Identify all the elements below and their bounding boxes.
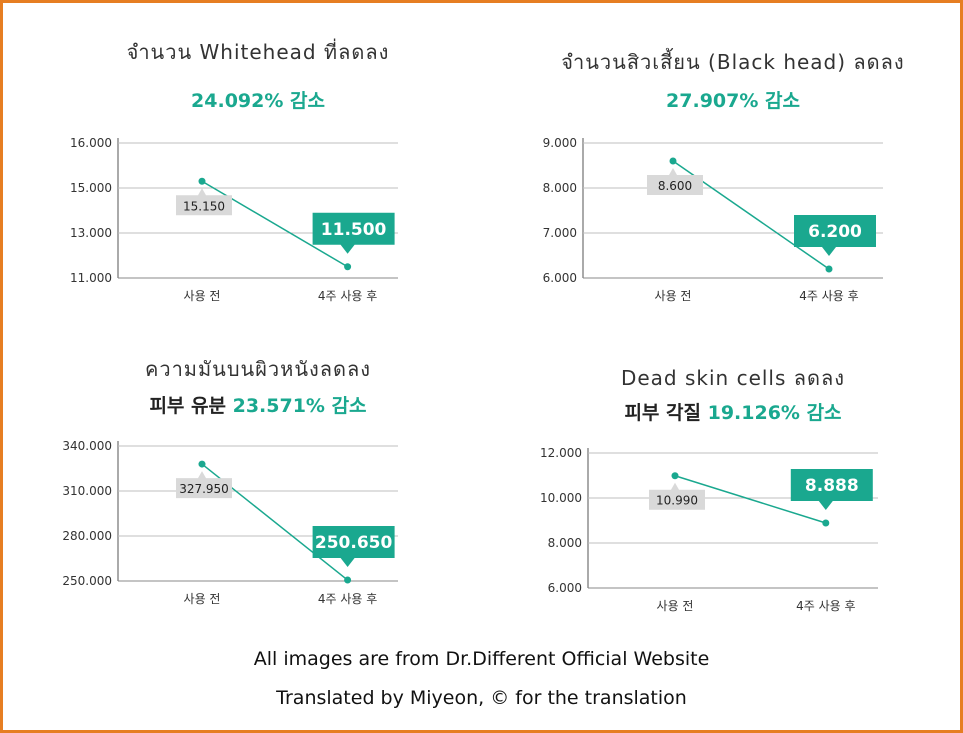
line-chart: 16.000 15.000 13.000 11.000 사용 전 4주 사용 후 15.15… bbox=[70, 136, 398, 303]
x-tick-label: 사용 전 bbox=[657, 599, 694, 613]
y-tick-label: 310.000 bbox=[62, 484, 112, 498]
y-tick-label: 12.000 bbox=[540, 446, 582, 460]
data-point bbox=[822, 519, 830, 527]
chart-panel-whitehead: จำนวน Whitehead ที่ลดลง 24.092% 감소 16.00… bbox=[58, 28, 458, 328]
x-tick-label: 4주 사용 후 bbox=[799, 289, 858, 303]
x-tick-label: 사용 전 bbox=[184, 289, 221, 303]
y-tick-label: 10.000 bbox=[540, 491, 582, 505]
data-label: 8.600 bbox=[658, 179, 692, 193]
data-label: 8.888 bbox=[805, 476, 859, 496]
data-point bbox=[344, 576, 352, 584]
x-tick-label: 사용 전 bbox=[655, 289, 692, 303]
chart-subtitle: 피부 각질 19.126% 감소 bbox=[528, 398, 938, 425]
y-tick-label: 15.000 bbox=[70, 181, 112, 195]
y-tick-label: 340.000 bbox=[62, 439, 112, 453]
line-chart: 340.000 310.000 280.000 250.000 사용 전 4주 사용 후 3… bbox=[62, 439, 398, 606]
series-line bbox=[674, 475, 827, 524]
y-tick-label: 8.000 bbox=[548, 536, 582, 550]
y-tick-label: 11.000 bbox=[70, 271, 112, 285]
chart-title: ความมันบนผิวหนังลดลง bbox=[144, 357, 372, 381]
subtitle-value: 27.907% 감소 bbox=[666, 90, 800, 112]
chart-subtitle: 27.907% 감소 bbox=[523, 86, 943, 113]
subtitle-value: 24.092% 감소 bbox=[191, 90, 325, 112]
subtitle-value: 19.126% 감소 bbox=[707, 402, 842, 424]
data-label: 15.150 bbox=[183, 199, 225, 213]
chart-subtitle: 피부 유분 23.571% 감소 bbox=[58, 391, 458, 418]
y-tick-label: 13.000 bbox=[70, 226, 112, 240]
value-callout-before bbox=[176, 471, 232, 499]
data-label: 250.650 bbox=[315, 533, 393, 553]
value-callout-before bbox=[647, 168, 703, 195]
data-point bbox=[344, 263, 352, 271]
data-point bbox=[198, 460, 206, 468]
value-callout-after bbox=[790, 469, 873, 511]
value-callout-before bbox=[176, 188, 232, 216]
data-point bbox=[669, 157, 677, 165]
data-label: 10.990 bbox=[656, 494, 698, 508]
x-tick-label: 사용 전 bbox=[184, 592, 221, 606]
value-callout-after bbox=[312, 526, 395, 568]
y-tick-label: 250.000 bbox=[62, 574, 112, 588]
data-label: 6.200 bbox=[808, 222, 862, 242]
y-tick-label: 280.000 bbox=[62, 529, 112, 543]
chart-panel-oil: ความมันบนผิวหนังลดลง 피부 유분 23.571% 감소 34… bbox=[58, 348, 458, 628]
y-tick-label: 16.000 bbox=[70, 136, 112, 150]
data-label: 11.500 bbox=[321, 220, 387, 240]
subtitle-value: 23.571% 감소 bbox=[232, 395, 367, 417]
y-tick-label: 7.000 bbox=[543, 226, 577, 240]
y-tick-label: 6.000 bbox=[543, 271, 577, 285]
chart-panel-dead-skin: Dead skin cells ลดลง 피부 각질 19.126% 감소 12… bbox=[528, 348, 938, 628]
footer-source: All images are from Dr.Different Officia… bbox=[253, 648, 710, 670]
line-chart: 9.000 8.000 7.000 6.000 사용 전 4주 사용 후 8.600 6.20… bbox=[543, 136, 883, 303]
chart-title: จำนวนสิวเสี้ยน (Black head) ลดลง bbox=[561, 50, 905, 74]
line-chart: 12.000 10.000 8.000 6.000 사용 전 4주 사용 후 10.990 8… bbox=[540, 446, 878, 613]
value-callout-after bbox=[312, 212, 395, 254]
footer-credit: Translated by Miyeon, © for the translat… bbox=[276, 687, 687, 709]
x-tick-label: 4주 사용 후 bbox=[318, 289, 377, 303]
x-tick-label: 4주 사용 후 bbox=[318, 592, 377, 606]
data-point bbox=[198, 177, 206, 185]
y-tick-label: 8.000 bbox=[543, 181, 577, 195]
x-tick-label: 4주 사용 후 bbox=[796, 599, 855, 613]
data-point bbox=[825, 265, 833, 273]
subtitle-prefix: 피부 유분 bbox=[149, 395, 233, 417]
value-callout-after bbox=[794, 215, 876, 256]
chart-subtitle: 24.092% 감소 bbox=[58, 86, 458, 113]
value-callout-before bbox=[649, 482, 705, 510]
chart-title: จำนวน Whitehead ที่ลดลง bbox=[126, 40, 390, 64]
data-label: 327.950 bbox=[179, 482, 229, 496]
chart-title: Dead skin cells ลดลง bbox=[620, 366, 846, 390]
y-tick-label: 9.000 bbox=[543, 136, 577, 150]
data-point bbox=[671, 472, 679, 480]
chart-panel-blackhead: จำนวนสิวเสี้ยน (Black head) ลดลง 27.907%… bbox=[523, 28, 943, 328]
y-tick-label: 6.000 bbox=[548, 581, 582, 595]
subtitle-prefix: 피부 각질 bbox=[624, 402, 708, 424]
